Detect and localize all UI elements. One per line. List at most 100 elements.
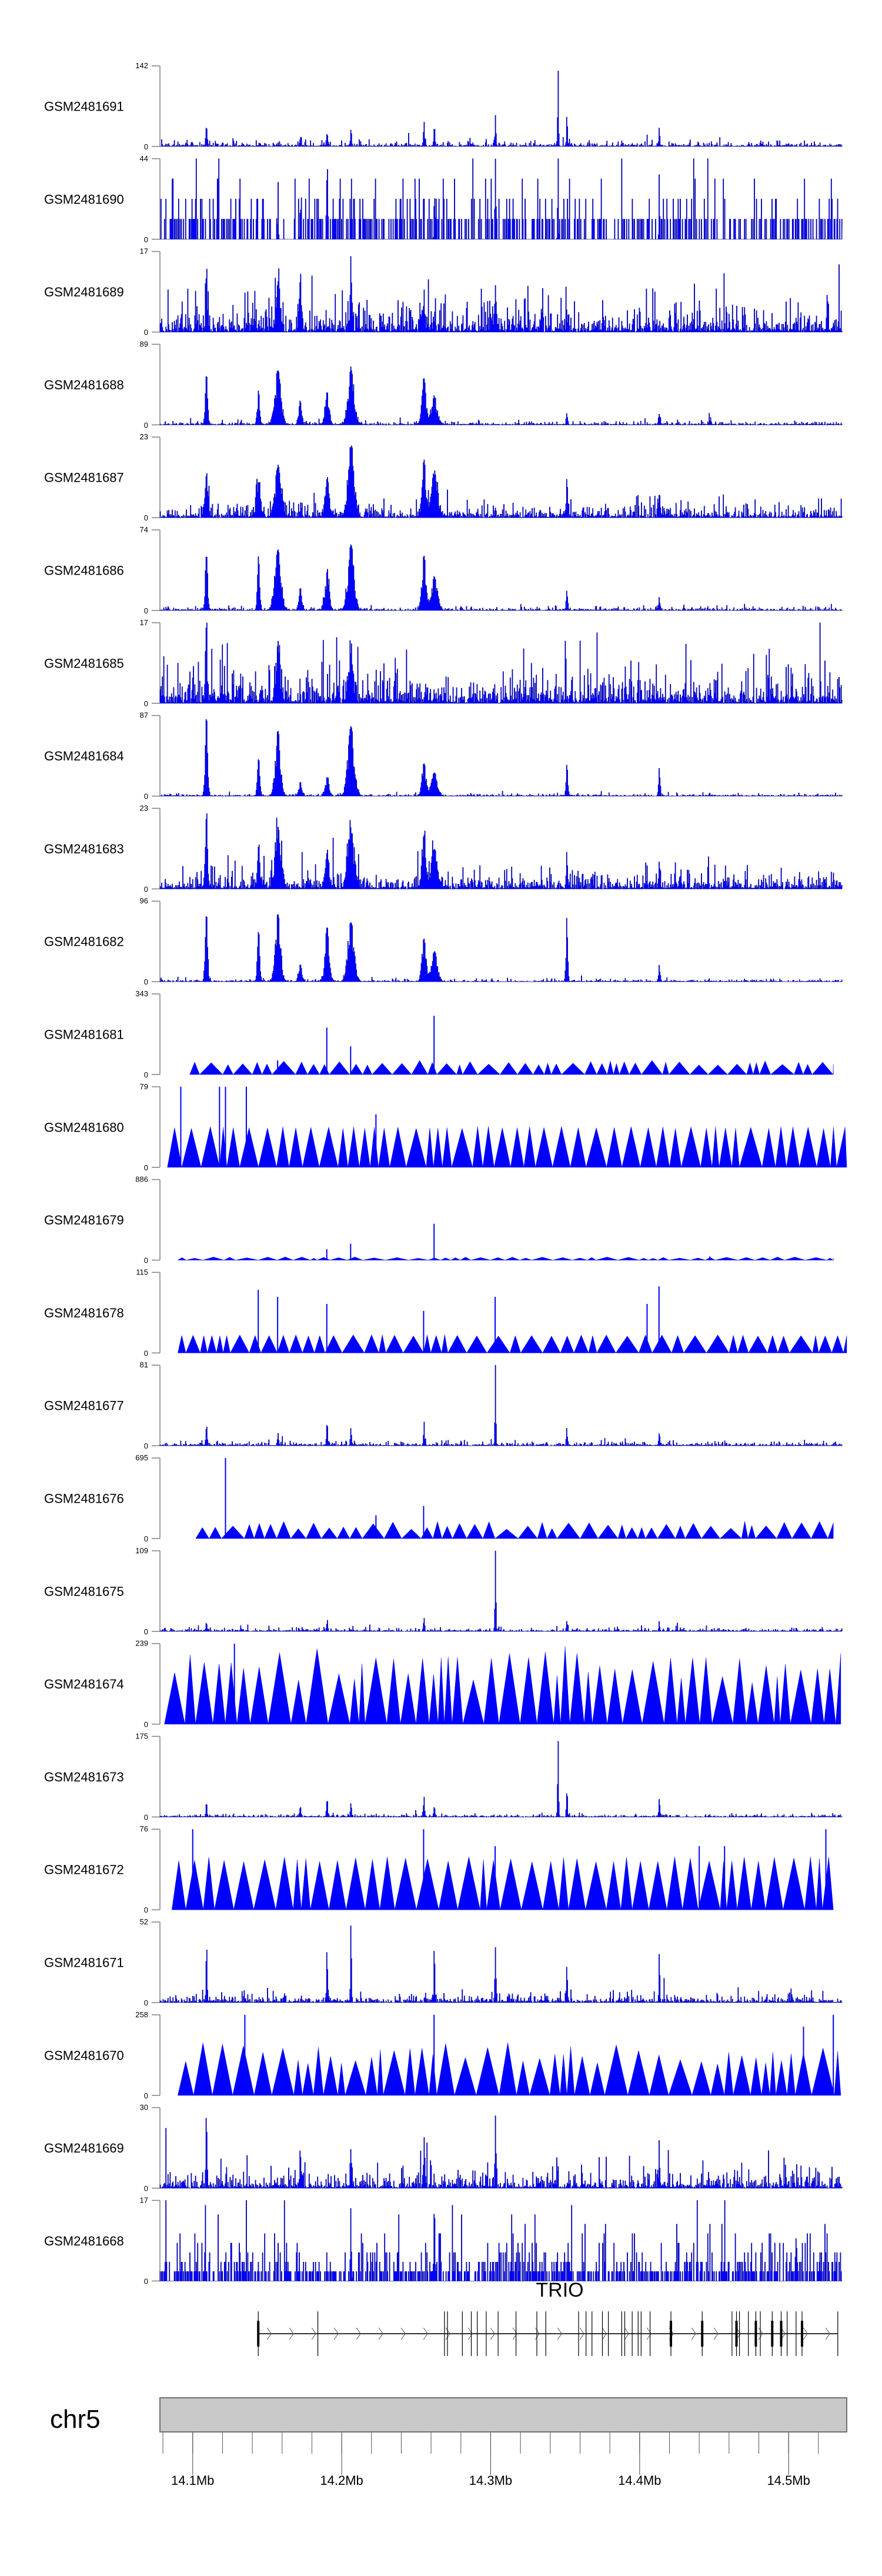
track-GSM2481681: GSM2481681 343 0 — [44, 989, 834, 1079]
signal-triangles — [172, 1857, 834, 1910]
y-zero-label: 0 — [144, 1906, 148, 1914]
gene-name-label: TRIO — [536, 2279, 583, 2301]
signal-tracks: GSM2481691 142 0 GSM2481690 44 0 GSM2481689 17 0… — [44, 61, 847, 2285]
strand-arrow-icon — [490, 2327, 495, 2340]
y-zero-label: 0 — [144, 977, 148, 986]
y-zero-label: 0 — [144, 1720, 148, 1729]
signal-area — [159, 71, 843, 147]
strand-arrow-icon — [691, 2327, 696, 2340]
y-max-label: 74 — [140, 525, 148, 534]
track-label: GSM2481688 — [44, 378, 124, 392]
track-GSM2481687: GSM2481687 23 0 — [44, 432, 843, 522]
strand-arrow-icon — [646, 2327, 652, 2340]
strand-arrow-icon — [624, 2327, 629, 2340]
track-GSM2481682: GSM2481682 96 0 — [44, 896, 843, 986]
signal-area — [159, 1364, 843, 1446]
track-GSM2481689: GSM2481689 17 0 — [44, 247, 843, 337]
track-label: GSM2481691 — [44, 99, 124, 114]
x-tick-label: 14.1Mb — [171, 2473, 214, 2488]
track-GSM2481674: GSM2481674 239 0 — [44, 1639, 841, 1729]
track-GSM2481676: GSM2481676 695 0 — [44, 1453, 834, 1543]
track-GSM2481673: GSM2481673 175 0 — [44, 1731, 843, 1821]
y-max-label: 115 — [136, 1267, 148, 1276]
signal-triangles — [189, 1060, 834, 1075]
signal-triangles — [167, 1126, 847, 1168]
signal-triangles — [178, 2043, 841, 2096]
y-zero-label: 0 — [144, 1163, 148, 1172]
y-max-label: 886 — [135, 1175, 148, 1184]
signal-area — [159, 813, 843, 889]
y-zero-label: 0 — [144, 328, 148, 337]
y-zero-label: 0 — [144, 2277, 148, 2285]
y-max-label: 17 — [140, 247, 148, 256]
y-max-label: 52 — [140, 1917, 148, 1926]
signal-area — [159, 445, 843, 518]
strand-arrow-icon — [579, 2327, 584, 2340]
y-max-label: 89 — [140, 339, 148, 348]
track-label: GSM2481669 — [44, 2141, 124, 2155]
coding-exon — [754, 2321, 757, 2347]
track-GSM2481678: GSM2481678 115 0 — [44, 1267, 847, 1357]
track-GSM2481668: GSM2481668 17 0 — [44, 2195, 843, 2285]
track-GSM2481679: GSM2481679 886 0 — [44, 1175, 834, 1265]
y-zero-label: 0 — [144, 885, 148, 893]
y-zero-label: 0 — [144, 235, 148, 244]
y-max-label: 142 — [135, 61, 148, 70]
track-GSM2481684: GSM2481684 87 0 — [44, 711, 843, 801]
track-label: GSM2481674 — [44, 1677, 124, 1691]
y-zero-label: 0 — [144, 1813, 148, 1821]
track-GSM2481669: GSM2481669 30 0 — [44, 2103, 843, 2193]
track-label: GSM2481680 — [44, 1120, 124, 1134]
signal-area — [159, 1926, 843, 2003]
strand-arrow-icon — [713, 2327, 719, 2340]
track-GSM2481688: GSM2481688 89 0 — [44, 339, 843, 429]
signal-area — [159, 366, 843, 425]
track-GSM2481680: GSM2481680 79 0 — [44, 1082, 847, 1172]
strand-arrow-icon — [333, 2327, 339, 2340]
signal-triangles — [164, 1646, 841, 1724]
y-max-label: 17 — [140, 618, 148, 627]
y-zero-label: 0 — [144, 792, 148, 801]
y-zero-label: 0 — [144, 2091, 148, 2100]
x-tick-label: 14.3Mb — [469, 2473, 512, 2488]
strand-arrow-icon — [266, 2327, 272, 2340]
signal-triangles — [178, 1334, 847, 1354]
track-label: GSM2481678 — [44, 1306, 124, 1320]
x-tick-label: 14.5Mb — [767, 2473, 810, 2488]
chromosome-label: chr5 — [50, 2405, 101, 2434]
track-GSM2481685: GSM2481685 17 0 — [44, 618, 843, 708]
y-zero-label: 0 — [144, 1349, 148, 1357]
coding-exon — [780, 2321, 783, 2347]
y-max-label: 44 — [140, 154, 148, 163]
coding-exon — [670, 2321, 673, 2347]
track-label: GSM2481686 — [44, 563, 124, 578]
chromosome-band — [159, 2397, 847, 2432]
y-zero-label: 0 — [144, 1627, 148, 1636]
y-max-label: 30 — [140, 2103, 148, 2112]
signal-area — [159, 622, 843, 704]
y-zero-label: 0 — [144, 1070, 148, 1079]
strand-arrow-icon — [423, 2327, 428, 2340]
coding-exon — [800, 2321, 803, 2347]
track-GSM2481691: GSM2481691 142 0 — [44, 61, 843, 151]
track-GSM2481670: GSM2481670 258 0 — [44, 2010, 841, 2100]
y-zero-label: 0 — [144, 513, 148, 522]
track-label: GSM2481668 — [44, 2234, 124, 2248]
signal-area — [159, 256, 843, 332]
strand-arrow-icon — [825, 2327, 830, 2340]
y-max-label: 258 — [135, 2010, 148, 2019]
track-label: GSM2481685 — [44, 656, 124, 670]
y-zero-label: 0 — [144, 1998, 148, 2007]
track-label: GSM2481675 — [44, 1584, 124, 1599]
y-max-label: 239 — [135, 1639, 148, 1648]
signal-triangles — [177, 1256, 834, 1261]
coding-exon — [735, 2321, 738, 2347]
strand-arrow-icon — [467, 2327, 473, 2340]
track-label: GSM2481682 — [44, 935, 124, 949]
y-max-label: 175 — [135, 1731, 148, 1740]
track-GSM2481675: GSM2481675 109 0 — [44, 1546, 843, 1636]
y-max-label: 17 — [140, 2195, 148, 2204]
x-tick-label: 14.2Mb — [320, 2473, 363, 2488]
gene-track: TRIO — [257, 2279, 838, 2356]
